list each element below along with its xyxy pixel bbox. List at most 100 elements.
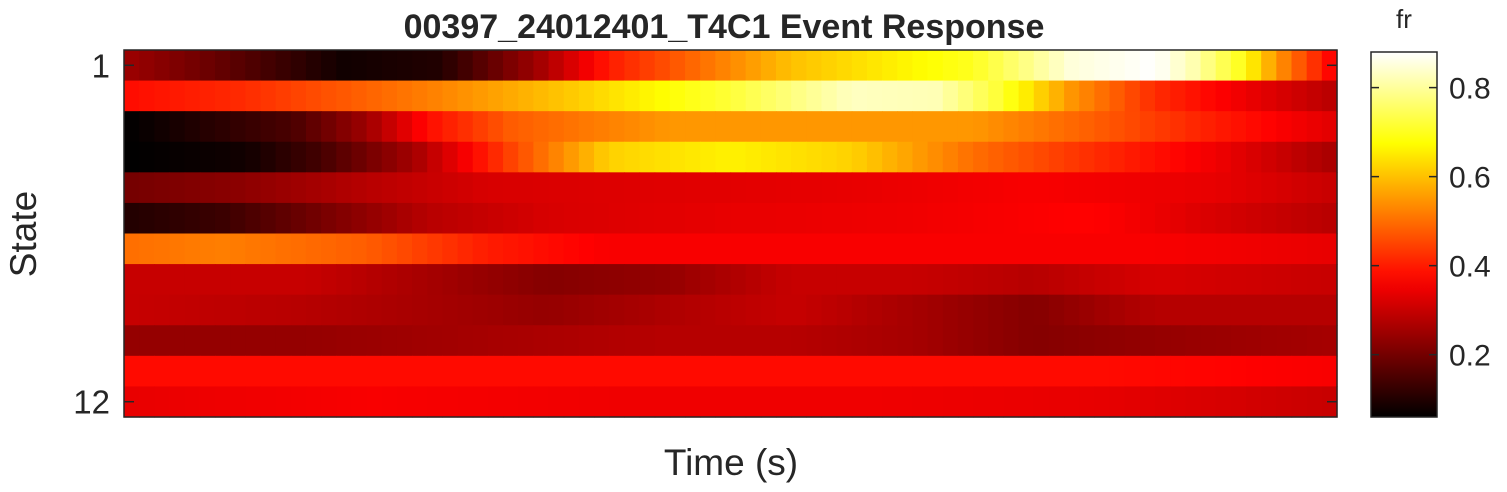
heatmap-cell (230, 386, 246, 418)
heatmap-cell (639, 172, 656, 204)
heatmap-cell (1261, 172, 1277, 204)
heatmap-cell (700, 325, 716, 357)
heatmap-cell (1109, 294, 1126, 326)
heatmap-cell (760, 202, 777, 235)
heatmap-cell (230, 294, 246, 326)
heatmap-cell (139, 233, 155, 265)
heatmap-cell (1094, 386, 1111, 418)
heatmap-cell (639, 386, 656, 418)
heatmap-cell (245, 50, 262, 82)
heatmap-cell (1155, 386, 1171, 418)
heatmap-cell (1246, 111, 1262, 143)
heatmap-cell (1170, 264, 1186, 296)
heatmap-cell (821, 264, 838, 296)
heatmap-cell (866, 325, 883, 357)
heatmap-cell (305, 141, 322, 173)
heatmap-cell (700, 172, 716, 204)
heatmap-cell (381, 202, 398, 235)
heatmap-cell (1139, 264, 1156, 296)
heatmap-cell (578, 80, 595, 112)
colorbar-tick-label: 0.4 (1449, 251, 1491, 284)
heatmap-cell (594, 386, 610, 418)
heatmap-cell (503, 386, 519, 418)
heatmap-cell (1230, 202, 1247, 235)
heatmap-cell (366, 202, 383, 235)
heatmap-cell (700, 50, 716, 82)
heatmap-cell (472, 111, 489, 143)
heatmap-cell (351, 325, 368, 357)
heatmap-cell (245, 172, 262, 204)
heatmap-cell (563, 50, 580, 82)
heatmap-cell (882, 355, 898, 388)
heatmap-cell (836, 141, 853, 173)
heatmap-cell (639, 50, 656, 82)
heatmap-cell (1033, 233, 1050, 265)
heatmap-cell (912, 202, 929, 235)
heatmap-cell (139, 264, 155, 296)
heatmap-cell (1018, 111, 1035, 143)
heatmap-cell (806, 50, 823, 82)
heatmap-cell (624, 50, 641, 82)
heatmap-cell (821, 50, 838, 82)
heatmap-cell (487, 233, 504, 265)
heatmap-cell (1109, 264, 1126, 296)
heatmap-cell (230, 264, 246, 296)
heatmap-cell (851, 386, 868, 418)
heatmap-cell (139, 202, 155, 235)
heatmap-cell (942, 141, 959, 173)
heatmap-cell (760, 141, 777, 173)
heatmap-cell (351, 294, 368, 326)
heatmap-cell (988, 141, 1005, 173)
heatmap-cell (1079, 386, 1095, 418)
colorbar-label: fr (1396, 4, 1412, 34)
colorbar-ticks: 0.2 0.4 0.6 0.8 (1371, 73, 1491, 373)
heatmap-cell (851, 202, 868, 235)
heatmap-cell (1276, 233, 1293, 265)
heatmap-cell (1003, 111, 1020, 143)
heatmap-cell (518, 386, 534, 418)
heatmap-cell (336, 80, 353, 112)
heatmap-cell (184, 355, 201, 388)
heatmap-cell (124, 233, 140, 265)
heatmap-cell (1276, 172, 1293, 204)
heatmap-cell (609, 141, 625, 173)
heatmap-cell (609, 294, 625, 326)
heatmap-cell (457, 264, 474, 296)
heatmap-cell (563, 386, 580, 418)
heatmap-cell (1003, 50, 1020, 82)
heatmap-cell (457, 141, 474, 173)
heatmap-cell (199, 294, 216, 326)
heatmap-cell (715, 172, 732, 204)
heatmap-cell (214, 141, 231, 173)
heatmap-cell (1064, 294, 1080, 326)
heatmap-cell (1155, 111, 1171, 143)
heatmap-cell (775, 294, 792, 326)
heatmap-cell (836, 172, 853, 204)
heatmap-cell (1215, 294, 1232, 326)
heatmap-cell (275, 294, 292, 326)
heatmap-cell (563, 172, 580, 204)
heatmap-cell (866, 111, 883, 143)
heatmap-cell (503, 233, 519, 265)
heatmap-cell (669, 386, 686, 418)
heatmap-cell (957, 325, 974, 357)
heatmap-cell (624, 294, 641, 326)
heatmap-cell (1033, 294, 1050, 326)
heatmap-cell (305, 111, 322, 143)
heatmap-cell (305, 386, 322, 418)
colorbar-tick-label: 0.6 (1449, 162, 1491, 195)
heatmap-cell (351, 80, 368, 112)
heatmap-cell (245, 386, 262, 418)
heatmap-cell (139, 141, 155, 173)
heatmap-cell (1064, 325, 1080, 357)
heatmap-cell (988, 111, 1005, 143)
heatmap-cell (866, 355, 883, 388)
heatmap-cell (1155, 294, 1171, 326)
heatmap-cell (351, 50, 368, 82)
heatmap-cell (685, 294, 701, 326)
heatmap-cell (806, 233, 823, 265)
heatmap-cell (942, 111, 959, 143)
heatmap-cell (1048, 172, 1065, 204)
heatmap-cell (594, 264, 610, 296)
heatmap-cell (1230, 172, 1247, 204)
